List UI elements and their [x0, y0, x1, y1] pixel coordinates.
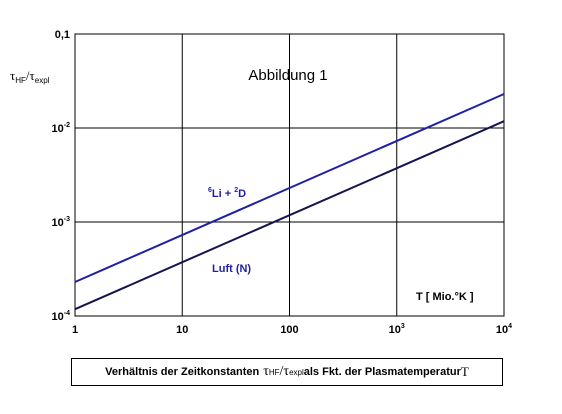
li-d-annotation: 6Li + 2D: [208, 187, 246, 200]
series-line-li-d: [74, 93, 505, 283]
y-label-sub2: expl: [35, 76, 50, 85]
plot-area: [74, 33, 505, 317]
caption-text-pre: Verhältnis der Zeitkonstanten: [105, 366, 260, 378]
caption-slash: /: [279, 364, 284, 379]
caption-sub2: expl: [289, 367, 304, 377]
temperature-unit-label: T [ Mio.°K ]: [416, 291, 474, 303]
y-tick-label: 0,1: [55, 29, 70, 41]
x-tick-label: 10: [176, 324, 188, 336]
caption-text-post: als Fkt. der Plasmatemperatur: [303, 366, 461, 378]
y-label-sub1: HF: [15, 76, 26, 85]
luft-annotation: Luft (N): [212, 263, 251, 275]
y-tick-label: 10-3: [52, 216, 71, 229]
x-tick-label: 103: [389, 323, 405, 336]
x-tick-labels: 1 10 100 103 104: [72, 323, 512, 336]
li-anno-text-a: Li +: [212, 188, 234, 200]
x-tick-label: 104: [496, 323, 512, 336]
y-tick-label: 10-2: [52, 122, 71, 135]
figure-caption: Verhältnis der Zeitkonstanten τ HF / τ expl …: [71, 358, 503, 386]
y-label-slash: /: [26, 68, 30, 83]
y-label-tau1: τ: [10, 68, 15, 83]
li-anno-sup6: 6: [208, 187, 212, 194]
caption-symbol: T: [460, 364, 469, 379]
y-tick-label: 10-4: [52, 310, 71, 323]
x-tick-label: 1: [72, 324, 78, 336]
x-tick-label: 100: [280, 324, 298, 336]
li-anno-sup2: 2: [234, 187, 238, 194]
series-group: [74, 93, 505, 311]
chart-title: Abbildung 1: [248, 67, 327, 84]
li-anno-text-b: D: [238, 188, 246, 200]
caption-tau1: τ: [263, 364, 269, 379]
y-tick-labels: 10-4 10-3 10-2 0,1: [52, 29, 71, 323]
y-axis-label: τHF/τexpl: [10, 68, 50, 85]
y-label-tau2: τ: [30, 68, 35, 83]
caption-tau2: τ: [283, 364, 290, 379]
caption-sub1: HF: [268, 367, 280, 377]
series-line-luft: [74, 120, 505, 311]
